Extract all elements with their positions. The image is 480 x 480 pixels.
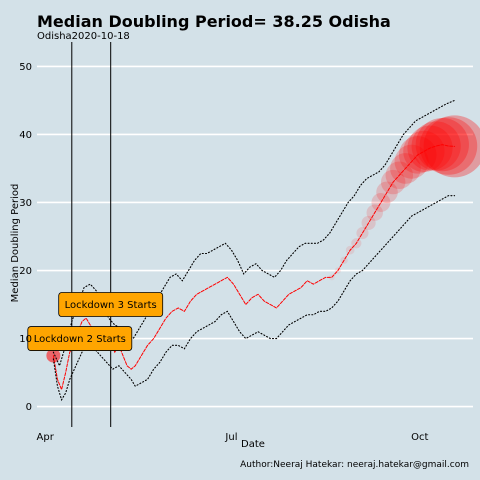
- x-tick-label-apr: Apr: [37, 432, 55, 443]
- annotation-label: Lockdown 3 Starts: [65, 300, 157, 311]
- y-axis-label: Median Doubling Period: [10, 184, 21, 303]
- annotation-box: [58, 292, 164, 317]
- y-tick-label-40: 40: [19, 130, 32, 141]
- y-tick-label-10: 10: [19, 334, 32, 345]
- lower-bound-line: [52, 195, 456, 402]
- chart-subtitle: Odisha2020-10-18: [37, 31, 130, 42]
- y-tick-label-50: 50: [19, 62, 32, 73]
- x-axis-label: Date: [241, 439, 265, 450]
- annotation-label: Lockdown 2 Starts: [34, 334, 126, 345]
- chart-title: Median Doubling Period= 38.25 Odisha: [37, 12, 391, 31]
- annotation-lockdown-2: Lockdown 2 Starts: [27, 326, 133, 351]
- y-tick-label-30: 30: [19, 198, 32, 209]
- y-tick-label-0: 0: [26, 402, 32, 413]
- x-tick-label-jul: Jul: [224, 432, 237, 443]
- annotation-box: [27, 326, 133, 351]
- author-caption: Author:Neeraj Hatekar: neeraj.hatekar@gm…: [240, 460, 469, 470]
- y-tick-label-20: 20: [19, 266, 32, 277]
- axis-layer: 0 10 20 30 40 50 Apr Jul Oct: [19, 62, 428, 443]
- annotation-lockdown-3: Lockdown 3 Starts: [58, 292, 164, 317]
- vertical-lines-layer: [71, 42, 112, 427]
- x-tick-label-oct: Oct: [411, 432, 428, 443]
- annotation-layer: Lockdown 2 Starts Lockdown 3 Starts: [27, 292, 164, 351]
